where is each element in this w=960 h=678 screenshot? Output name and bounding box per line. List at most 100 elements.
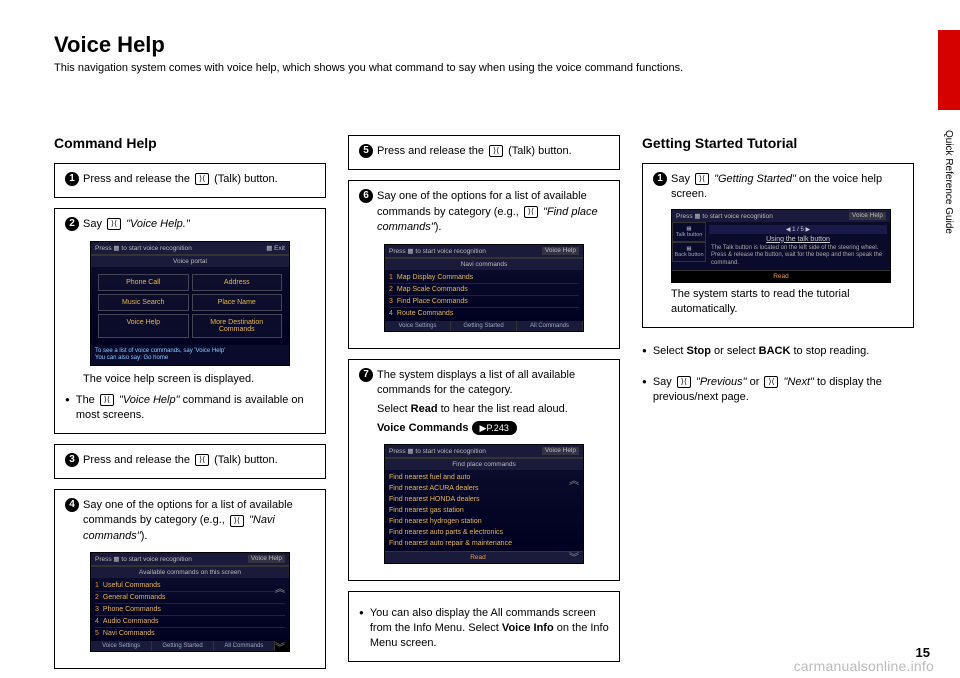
- sb6r: Voice Help: [542, 247, 579, 255]
- sb4s: Available commands on this screen: [91, 566, 289, 578]
- voice-portal-screenshot: Press ▦ to start voice recognition ▦ Exi…: [90, 241, 290, 366]
- li: Find nearest auto parts & electronics: [389, 527, 579, 538]
- tbl: Press: [676, 213, 693, 220]
- step-6-box: 6 Say one of the options for a list of a…: [348, 180, 620, 348]
- s6c: ).: [435, 221, 442, 233]
- s4c: ).: [141, 530, 148, 542]
- step-3-box: 3 Press and release the ⟩⟨ (Talk) button…: [54, 444, 326, 479]
- b1c: or select: [711, 345, 759, 357]
- step-2-caption: The voice help screen is displayed.: [83, 372, 315, 387]
- talk-icon: ⟩⟨: [695, 173, 709, 185]
- step-marker-1: 1: [653, 172, 667, 186]
- sb4l: Press: [95, 556, 112, 563]
- watermark: carmanualsonline.info: [794, 658, 934, 674]
- li: Find nearest gas station: [389, 505, 579, 516]
- column-2: 5 Press and release the ⟩⟨ (Talk) button…: [348, 135, 620, 669]
- li: General Commands: [103, 594, 166, 601]
- li: Navi Commands: [103, 630, 155, 637]
- li: Find nearest HONDA dealers: [389, 494, 579, 505]
- ttitle: Using the talk button: [709, 236, 887, 243]
- step-1-box: 1 Press and release the ⟩⟨ (Talk) button…: [54, 163, 326, 198]
- s7l3a: Voice Commands: [377, 422, 472, 434]
- tab: All Commands: [214, 641, 275, 651]
- portal-cell: Music Search: [98, 294, 189, 311]
- li: Map Display Commands: [397, 274, 473, 281]
- li: Phone Commands: [103, 606, 161, 613]
- talk-icon: ⟩⟨: [489, 145, 503, 157]
- step-2-bullet: The ⟩⟨ "Voice Help" command is available…: [65, 393, 315, 423]
- step-marker-5: 5: [359, 144, 373, 158]
- tut-caption: The system starts to read the tutorial a…: [671, 287, 903, 317]
- step-1-text-a: Press and release the: [83, 173, 193, 185]
- sbar-l: Press: [95, 245, 112, 252]
- tab: Getting Started: [152, 641, 213, 651]
- li: Find nearest auto repair & maintenance: [389, 538, 579, 549]
- sb4m: to start voice recognition: [121, 556, 191, 563]
- li: Audio Commands: [103, 618, 159, 625]
- sbar-sub: Voice portal: [91, 255, 289, 267]
- ttext: The Talk button is located on the left s…: [709, 245, 887, 268]
- step-marker-1: 1: [65, 172, 79, 186]
- navi-list: 1Map Display Commands 2Map Scale Command…: [385, 270, 583, 321]
- pager: ◀ 1 / 5 ▶: [709, 225, 887, 234]
- b2a: Say: [653, 376, 675, 388]
- s5a: Press and release the: [377, 145, 487, 157]
- li: Route Commands: [397, 310, 453, 317]
- tutorial-heading: Getting Started Tutorial: [642, 135, 914, 151]
- talk-icon: ⟩⟨: [195, 173, 209, 185]
- li: Useful Commands: [103, 582, 161, 589]
- tab: All Commands: [517, 321, 583, 331]
- tl2: Back button: [674, 252, 703, 258]
- b2d: "Next": [784, 376, 814, 388]
- page-subtitle: This navigation system comes with voice …: [54, 62, 683, 74]
- step-2-box: 2 Say ⟩⟨ "Voice Help." Press ▦ to start …: [54, 208, 326, 433]
- tutorial-bullet-2: Say ⟩⟨ "Previous" or ⟩⟨ "Next" to displa…: [642, 375, 914, 405]
- sb7m: to start voice recognition: [415, 448, 485, 455]
- portal-cell: Phone Call: [98, 274, 189, 291]
- find-list: ︽ Find nearest fuel and auto Find neares…: [385, 470, 583, 551]
- tab: Voice Settings: [91, 641, 152, 651]
- sb7l: Press: [389, 448, 406, 455]
- column-1: Command Help 1 Press and release the ⟩⟨ …: [54, 135, 326, 669]
- b-cmd: "Voice Help": [119, 394, 180, 406]
- sb6l: Press: [389, 248, 406, 255]
- li: Find nearest fuel and auto: [389, 472, 579, 483]
- talk-icon: ⟩⟨: [107, 218, 121, 230]
- command-help-heading: Command Help: [54, 135, 326, 151]
- s7l2a: Select: [377, 403, 411, 415]
- b-pre: The: [76, 394, 98, 406]
- tutorial-step-1-box: 1 Say ⟩⟨ "Getting Started" on the voice …: [642, 163, 914, 328]
- li: Find nearest ACURA dealers: [389, 483, 579, 494]
- t1b: "Getting Started": [714, 173, 796, 185]
- step-5-box: 5 Press and release the ⟩⟨ (Talk) button…: [348, 135, 620, 170]
- step-marker-4: 4: [65, 498, 79, 512]
- s5b: (Talk) button.: [505, 145, 572, 157]
- step-2-pre: Say: [83, 218, 105, 230]
- portal-cell: Voice Help: [98, 314, 189, 338]
- talk-icon: ⟩⟨: [524, 206, 538, 218]
- sbar-m: to start voice recognition: [121, 245, 191, 252]
- page-title: Voice Help: [54, 32, 165, 58]
- b1a: Select: [653, 345, 687, 357]
- step-marker-3: 3: [65, 453, 79, 467]
- b1d: BACK: [759, 345, 791, 357]
- column-3: Getting Started Tutorial 1 Say ⟩⟨ "Getti…: [642, 135, 914, 669]
- tutorial-bullet-1: Select Stop or select BACK to stop readi…: [642, 344, 914, 359]
- page-ref: ▶P.243: [472, 421, 517, 435]
- li: Find nearest hydrogen station: [389, 516, 579, 527]
- tread: Read: [672, 270, 890, 282]
- b1b: Stop: [686, 345, 710, 357]
- s7l1: The system displays a list of all availa…: [377, 368, 609, 399]
- step-marker-6: 6: [359, 189, 373, 203]
- li: Find Place Commands: [397, 298, 468, 305]
- s3a: Press and release the: [83, 454, 193, 466]
- b2c: or: [747, 376, 763, 388]
- sb4r: Voice Help: [248, 555, 285, 563]
- sb7r: Voice Help: [542, 447, 579, 455]
- read-btn: Read: [385, 551, 583, 563]
- portal-cell: Address: [192, 274, 283, 291]
- talk-icon: ⟩⟨: [677, 376, 691, 388]
- step-1-text-b: (Talk) button.: [211, 173, 278, 185]
- tl1: Talk button: [676, 232, 703, 238]
- tab: Voice Settings: [385, 321, 451, 331]
